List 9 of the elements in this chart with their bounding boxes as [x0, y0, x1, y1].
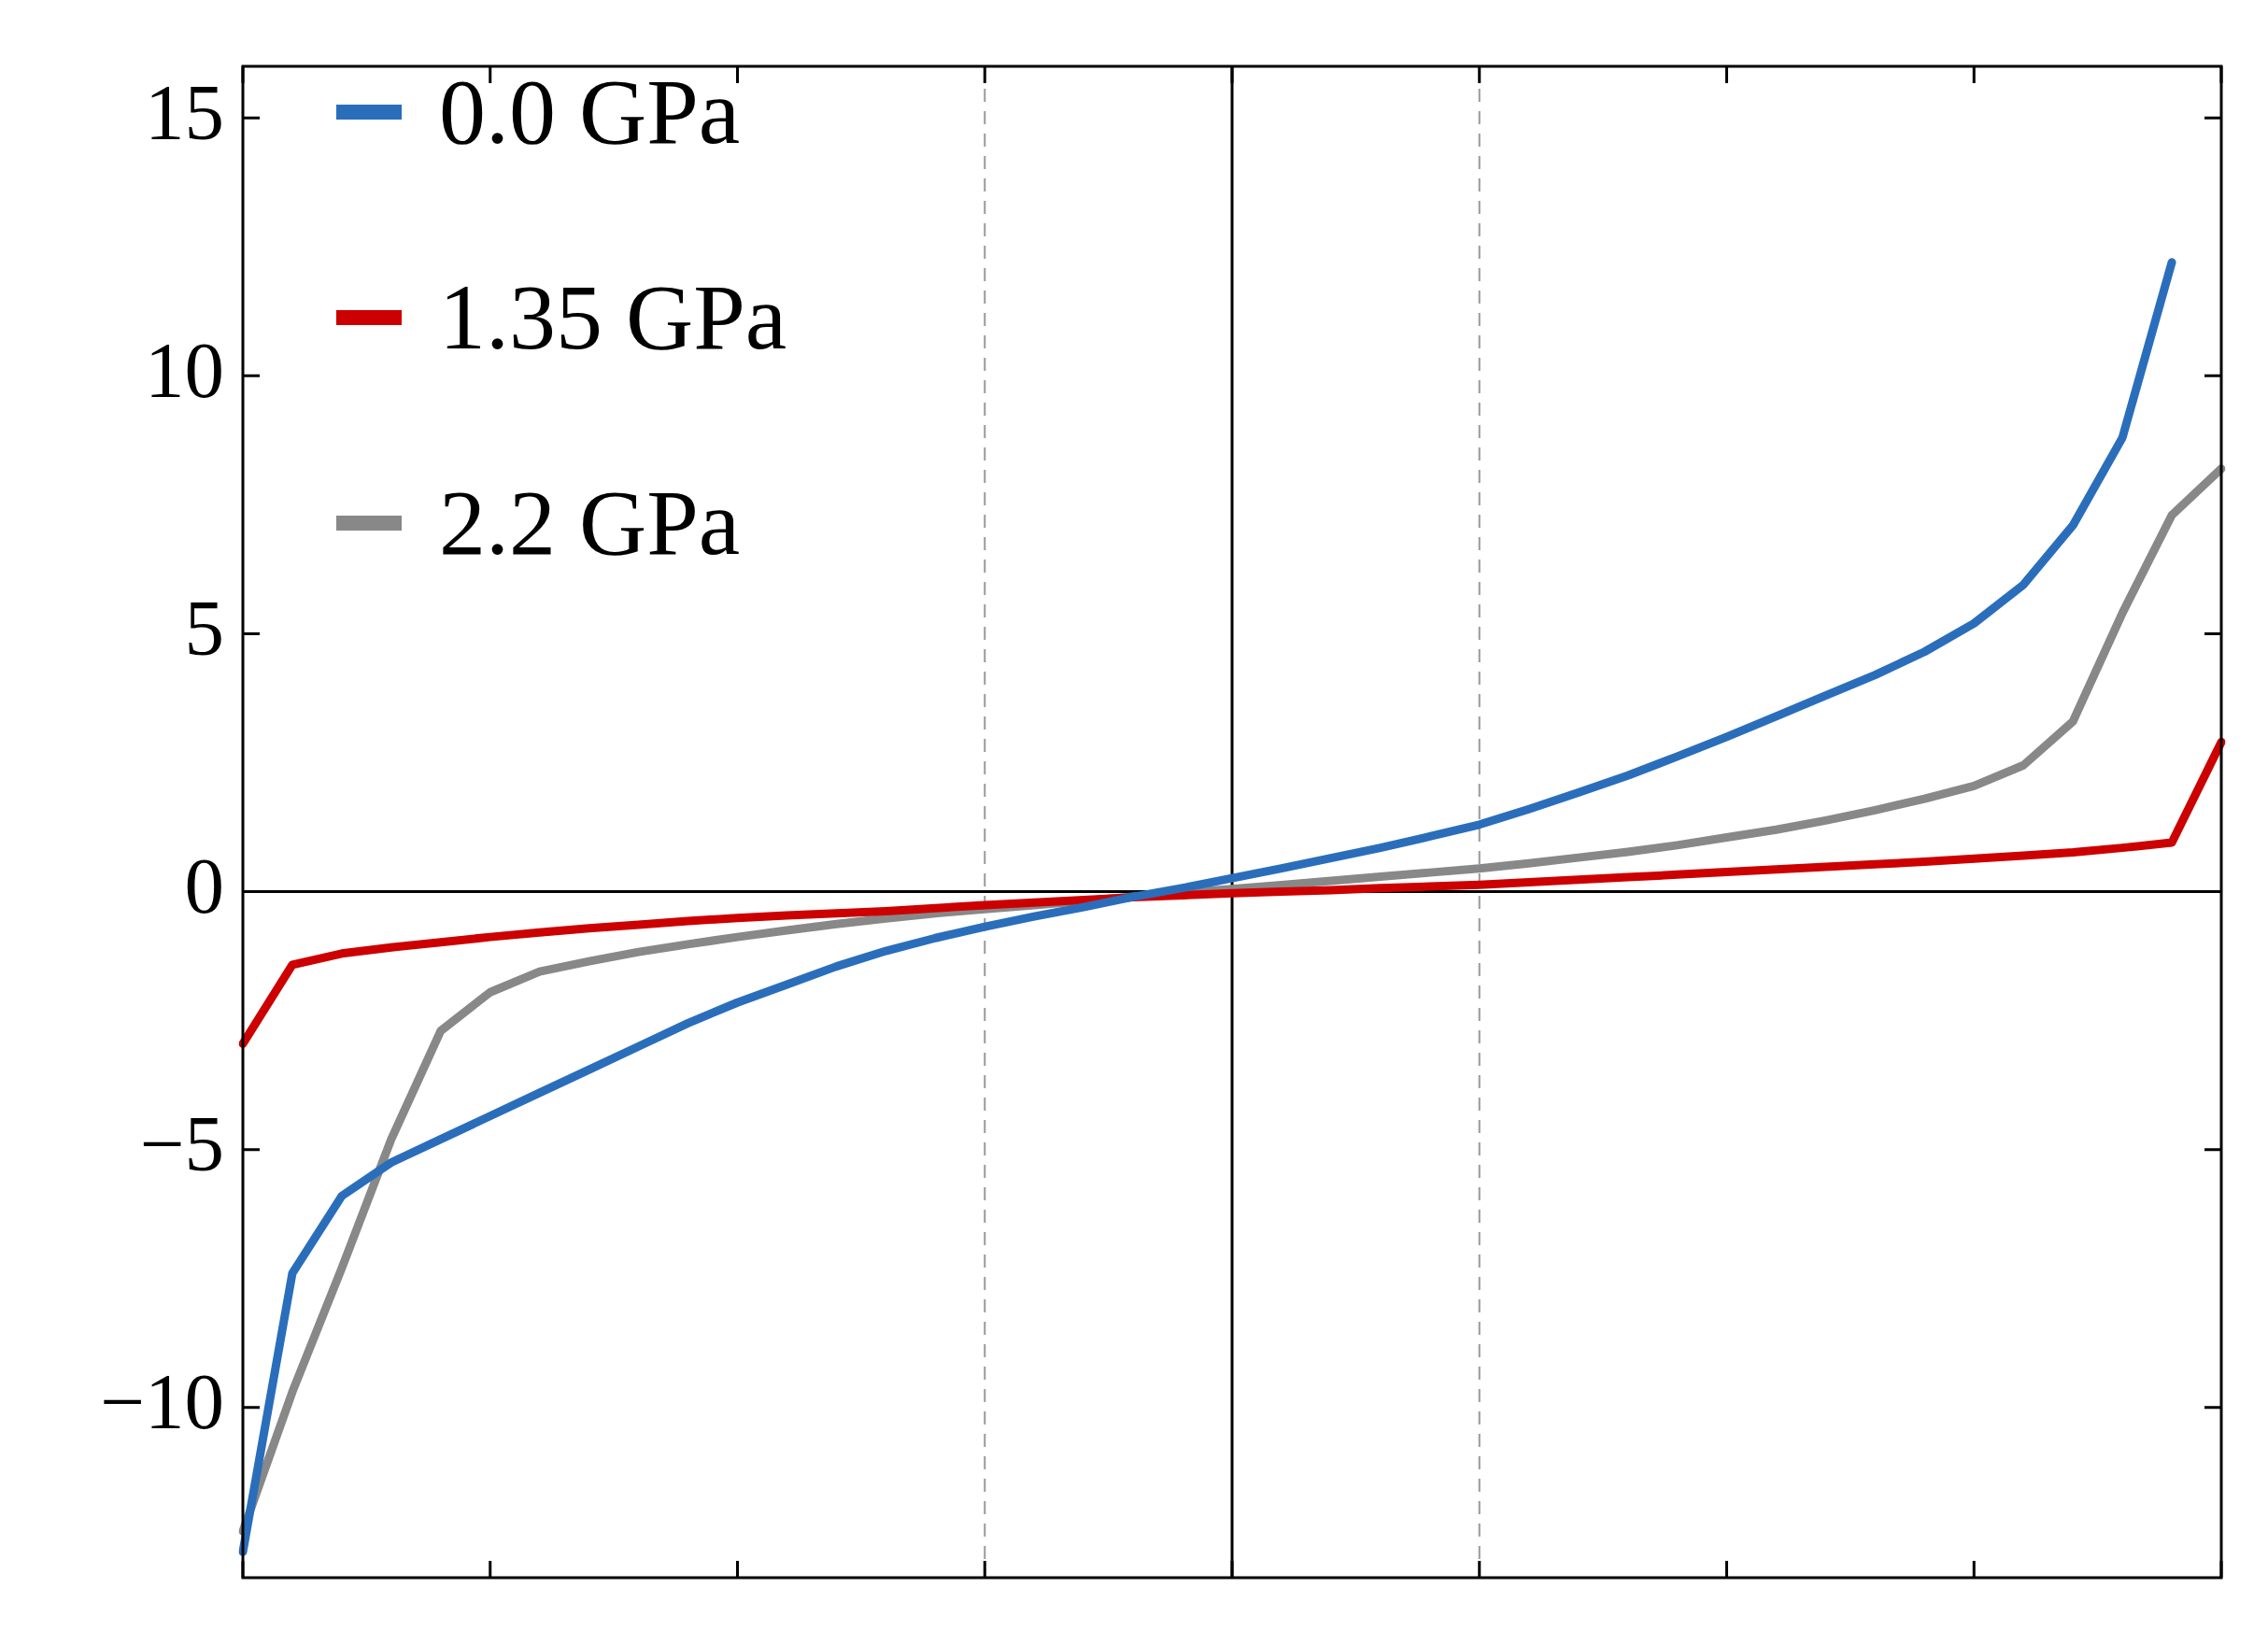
y-tick-label: 10	[145, 325, 224, 414]
legend-label: 0.0 GPa	[439, 60, 741, 163]
y-tick-label: 0	[184, 841, 224, 929]
legend-label: 2.2 GPa	[439, 471, 741, 574]
y-tick-label: 15	[145, 67, 224, 156]
y-tick-label: −10	[100, 1357, 224, 1446]
y-tick-label: 5	[184, 583, 224, 672]
legend-label: 1.35 GPa	[439, 265, 787, 369]
y-tick-label: −5	[139, 1098, 224, 1187]
